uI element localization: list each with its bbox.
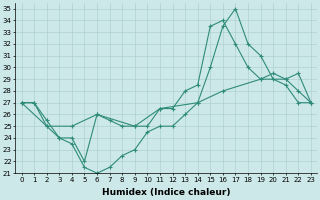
X-axis label: Humidex (Indice chaleur): Humidex (Indice chaleur) bbox=[102, 188, 230, 197]
